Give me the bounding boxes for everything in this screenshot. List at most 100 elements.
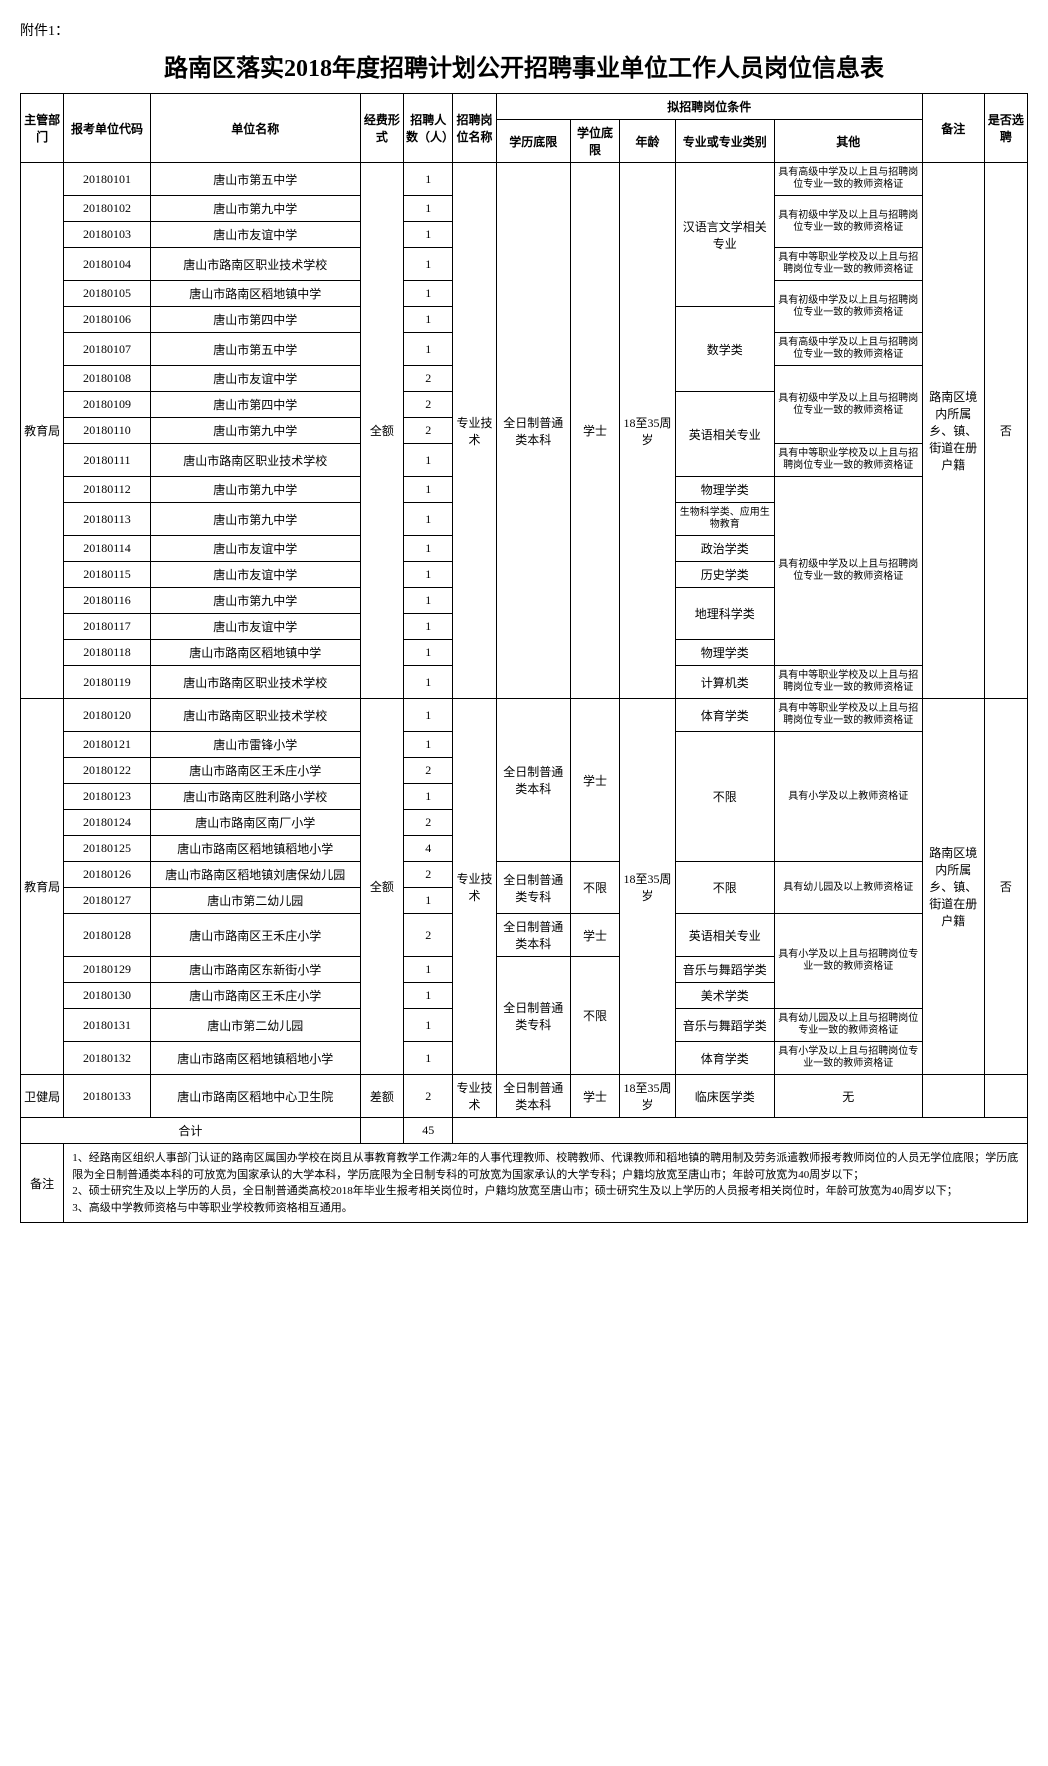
cell-count: 1	[404, 163, 453, 196]
cell-fund: 全额	[360, 163, 403, 699]
table-row: 卫健局 20180133 唐山市路南区稻地中心卫生院 差额 2 专业技术 全日制…	[21, 1075, 1028, 1118]
cell-count: 2	[404, 366, 453, 392]
cell-code: 20180109	[64, 392, 150, 418]
cell-code: 20180116	[64, 588, 150, 614]
cell-major: 物理学类	[675, 640, 774, 666]
cell-unit: 唐山市第四中学	[150, 307, 360, 333]
cell-count: 1	[404, 333, 453, 366]
cell-code: 20180120	[64, 699, 150, 732]
cell-code: 20180108	[64, 366, 150, 392]
total-value: 45	[404, 1118, 453, 1144]
page-title: 路南区落实2018年度招聘计划公开招聘事业单位工作人员岗位信息表	[20, 48, 1028, 83]
notes-row: 备注 1、经路南区组织人事部门认证的路南区属国办学校在岗且从事教育教学工作满2年…	[21, 1144, 1028, 1223]
cell-count: 1	[404, 196, 453, 222]
cell-code: 20180129	[64, 957, 150, 983]
cell-unit: 唐山市路南区稻地镇中学	[150, 281, 360, 307]
cell-other: 具有中等职业学校及以上且与招聘岗位专业一致的教师资格证	[774, 444, 922, 477]
cell-select: 否	[984, 163, 1027, 699]
cell-code: 20180119	[64, 666, 150, 699]
cell-count: 2	[404, 1075, 453, 1118]
cell-select	[984, 1075, 1027, 1118]
cell-unit: 唐山市第九中学	[150, 588, 360, 614]
cell-other: 具有中等职业学校及以上且与招聘岗位专业一致的教师资格证	[774, 699, 922, 732]
cell-unit: 唐山市第二幼儿园	[150, 888, 360, 914]
cell-edu: 全日制普通类专科	[496, 862, 570, 914]
cell-other: 具有幼儿园及以上教师资格证	[774, 862, 922, 914]
cell-age: 18至35周岁	[620, 699, 676, 1075]
th-code: 报考单位代码	[64, 94, 150, 163]
th-select: 是否选聘	[984, 94, 1027, 163]
cell-code: 20180121	[64, 732, 150, 758]
cell-code: 20180106	[64, 307, 150, 333]
th-other: 其他	[774, 120, 922, 163]
cell-code: 20180115	[64, 562, 150, 588]
note-2: 2、硕士研究生及以上学历的人员，全日制普通类高校2018年毕业生报考相关岗位时，…	[72, 1183, 1019, 1200]
cell-unit: 唐山市第四中学	[150, 392, 360, 418]
cell-major: 体育学类	[675, 699, 774, 732]
cell-count: 1	[404, 614, 453, 640]
cell-unit: 唐山市友谊中学	[150, 614, 360, 640]
cell-remark: 路南区境内所属乡、镇、街道在册户籍	[922, 699, 984, 1075]
cell-count: 2	[404, 862, 453, 888]
th-dept: 主管部门	[21, 94, 64, 163]
cell-code: 20180118	[64, 640, 150, 666]
cell-unit: 唐山市第五中学	[150, 333, 360, 366]
cell-count: 1	[404, 588, 453, 614]
total-blank2	[453, 1118, 1028, 1144]
cell-unit: 唐山市第九中学	[150, 477, 360, 503]
table-row: 教育局 20180120 唐山市路南区职业技术学校 全额 1 专业技术 全日制普…	[21, 699, 1028, 732]
cell-unit: 唐山市路南区职业技术学校	[150, 699, 360, 732]
cell-major: 体育学类	[675, 1042, 774, 1075]
cell-unit: 唐山市友谊中学	[150, 536, 360, 562]
cell-count: 1	[404, 640, 453, 666]
cell-major: 历史学类	[675, 562, 774, 588]
cell-code: 20180130	[64, 983, 150, 1009]
cell-unit: 唐山市路南区稻地中心卫生院	[150, 1075, 360, 1118]
cell-major: 汉语言文学相关专业	[675, 163, 774, 307]
cell-major: 政治学类	[675, 536, 774, 562]
cell-count: 1	[404, 248, 453, 281]
cell-other: 具有初级中学及以上且与招聘岗位专业一致的教师资格证	[774, 281, 922, 333]
cell-code: 20180125	[64, 836, 150, 862]
cell-other: 具有中等职业学校及以上且与招聘岗位专业一致的教师资格证	[774, 248, 922, 281]
cell-fund: 全额	[360, 699, 403, 1075]
cell-code: 20180132	[64, 1042, 150, 1075]
cell-edu: 全日制普通类本科	[496, 699, 570, 862]
cell-count: 1	[404, 666, 453, 699]
cell-degree: 学士	[570, 1075, 619, 1118]
cell-major: 英语相关专业	[675, 392, 774, 477]
cell-count: 1	[404, 503, 453, 536]
cell-unit: 唐山市路南区职业技术学校	[150, 248, 360, 281]
cell-count: 2	[404, 810, 453, 836]
cell-unit: 唐山市第九中学	[150, 418, 360, 444]
cell-unit: 唐山市路南区南厂小学	[150, 810, 360, 836]
cell-degree: 不限	[570, 957, 619, 1075]
cell-age: 18至35周岁	[620, 1075, 676, 1118]
cell-unit: 唐山市第九中学	[150, 503, 360, 536]
th-remark: 备注	[922, 94, 984, 163]
cell-unit: 唐山市第九中学	[150, 196, 360, 222]
cell-count: 1	[404, 307, 453, 333]
cell-unit: 唐山市路南区稻地镇稻地小学	[150, 836, 360, 862]
cell-edu: 全日制普通类本科	[496, 914, 570, 957]
cell-edu: 全日制普通类专科	[496, 957, 570, 1075]
cell-age: 18至35周岁	[620, 163, 676, 699]
cell-code: 20180104	[64, 248, 150, 281]
cell-code: 20180124	[64, 810, 150, 836]
cell-unit: 唐山市路南区稻地镇中学	[150, 640, 360, 666]
cell-major: 美术学类	[675, 983, 774, 1009]
cell-other: 具有幼儿园及以上且与招聘岗位专业一致的教师资格证	[774, 1009, 922, 1042]
cell-count: 2	[404, 392, 453, 418]
cell-code: 20180126	[64, 862, 150, 888]
cell-code: 20180111	[64, 444, 150, 477]
th-cond-group: 拟招聘岗位条件	[496, 94, 922, 120]
note-3: 3、高级中学教师资格与中等职业学校教师资格相互通用。	[72, 1200, 1019, 1217]
cell-count: 1	[404, 983, 453, 1009]
cell-code: 20180101	[64, 163, 150, 196]
cell-remark: 路南区境内所属乡、镇、街道在册户籍	[922, 163, 984, 699]
table-row: 教育局 20180101 唐山市第五中学 全额 1 专业技术 全日制普通类本科 …	[21, 163, 1028, 196]
cell-code: 20180112	[64, 477, 150, 503]
cell-count: 1	[404, 477, 453, 503]
th-post: 招聘岗位名称	[453, 94, 496, 163]
th-degree: 学位底限	[570, 120, 619, 163]
